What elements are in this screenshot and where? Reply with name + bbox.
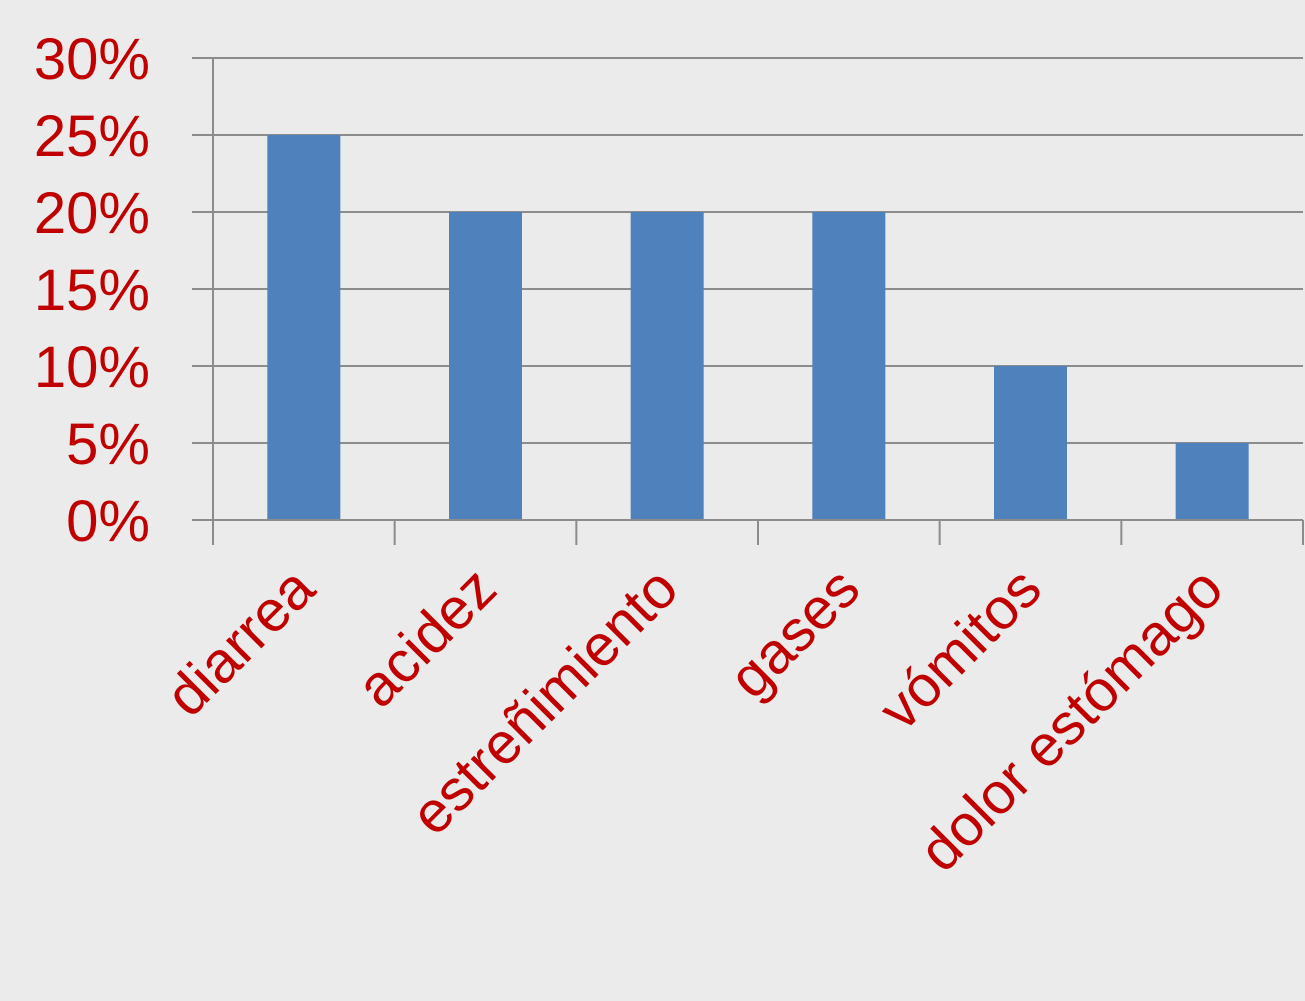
bar-vómitos: [994, 366, 1067, 520]
y-tick-label: 0%: [66, 489, 150, 554]
y-tick-label: 30%: [34, 27, 150, 92]
x-category-label: acidez: [344, 555, 509, 720]
y-tick-label: 10%: [34, 335, 150, 400]
bar-acidez: [449, 212, 522, 520]
bar-diarrea: [267, 135, 341, 520]
gridlines: [192, 57, 1303, 444]
bar-gases: [812, 212, 886, 520]
x-category-label: gases: [717, 555, 872, 710]
x-category-label: diarrea: [153, 555, 327, 729]
y-axis-tick-labels: 0% 5% 10% 15% 20% 25% 30%: [34, 27, 150, 554]
y-tick-label: 20%: [34, 181, 150, 246]
x-category-label: vómitos: [866, 555, 1053, 742]
bars: [267, 135, 1249, 520]
bar-estreñimiento: [630, 212, 704, 520]
y-tick-label: 15%: [34, 258, 150, 323]
bar-dolor-estómago: [1175, 443, 1249, 520]
y-tick-label: 5%: [66, 412, 150, 477]
x-category-label: dolor estómago: [907, 555, 1236, 884]
axes: [192, 58, 1304, 545]
y-tick-label: 25%: [34, 104, 150, 169]
